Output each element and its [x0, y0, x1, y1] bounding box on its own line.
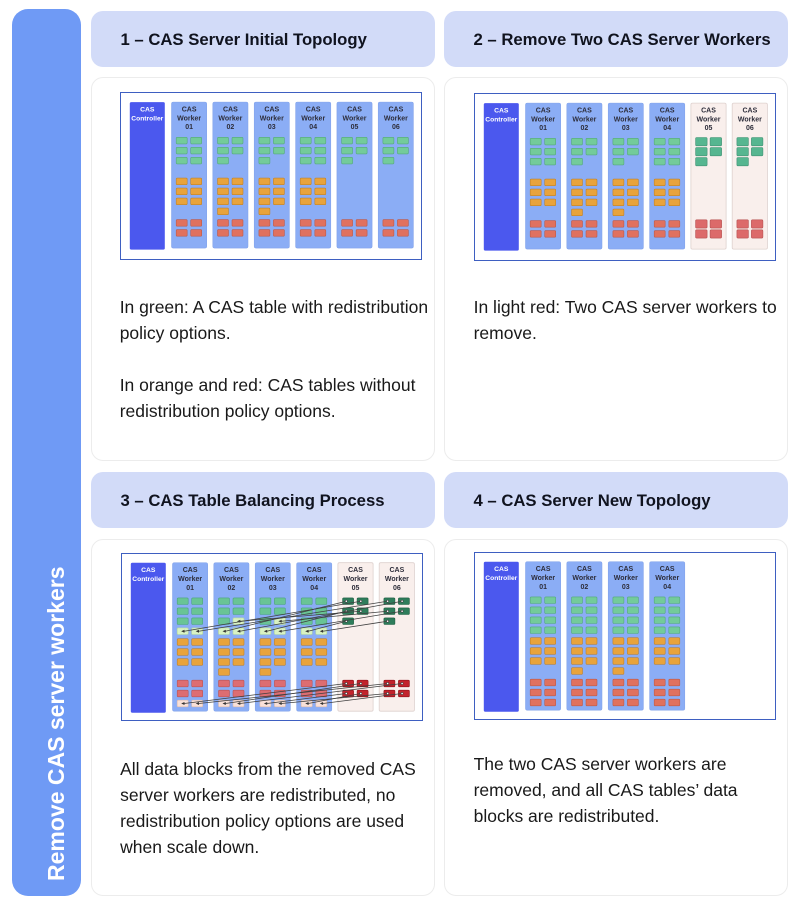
svg-text:Worker: Worker	[572, 116, 596, 123]
svg-text:CAS: CAS	[182, 107, 197, 114]
svg-text:CAS: CAS	[141, 567, 156, 574]
svg-text:01: 01	[539, 584, 547, 591]
svg-text:CAS: CAS	[536, 566, 551, 573]
svg-text:05: 05	[351, 124, 359, 131]
svg-text:01: 01	[186, 585, 194, 592]
svg-text:03: 03	[622, 584, 630, 591]
svg-text:04: 04	[663, 584, 671, 591]
svg-text:Worker: Worker	[260, 115, 284, 122]
svg-text:06: 06	[393, 585, 401, 592]
svg-text:CAS: CAS	[701, 108, 716, 115]
svg-text:CAS: CAS	[618, 108, 633, 115]
svg-text:02: 02	[228, 585, 236, 592]
svg-text:CAS: CAS	[140, 107, 155, 114]
svg-text:03: 03	[268, 124, 276, 131]
svg-text:Worker: Worker	[531, 116, 555, 123]
svg-text:Worker: Worker	[343, 115, 367, 122]
svg-text:CAS: CAS	[348, 567, 363, 574]
svg-text:Worker: Worker	[344, 576, 368, 583]
svg-text:CAS: CAS	[743, 108, 758, 115]
svg-text:Worker: Worker	[261, 576, 285, 583]
svg-text:Worker: Worker	[178, 576, 202, 583]
svg-text:Worker: Worker	[655, 575, 679, 582]
svg-text:Worker: Worker	[655, 116, 679, 123]
svg-text:Controller: Controller	[485, 575, 517, 582]
svg-text:CAS: CAS	[536, 108, 551, 115]
svg-text:Worker: Worker	[219, 576, 243, 583]
svg-text:CAS: CAS	[660, 566, 675, 573]
svg-text:Controller: Controller	[132, 576, 164, 583]
svg-text:CAS: CAS	[577, 108, 592, 115]
svg-text:CAS: CAS	[494, 566, 509, 573]
svg-text:CAS: CAS	[307, 567, 322, 574]
svg-text:05: 05	[705, 125, 713, 132]
svg-text:CAS: CAS	[224, 567, 239, 574]
svg-text:Worker: Worker	[697, 116, 721, 123]
svg-text:Worker: Worker	[218, 115, 242, 122]
svg-text:06: 06	[392, 124, 400, 131]
svg-text:Worker: Worker	[384, 115, 408, 122]
svg-text:03: 03	[269, 585, 277, 592]
svg-text:CAS: CAS	[618, 566, 633, 573]
svg-text:02: 02	[581, 584, 589, 591]
svg-text:04: 04	[663, 125, 671, 132]
svg-text:06: 06	[746, 125, 754, 132]
svg-text:CAS: CAS	[494, 108, 509, 115]
svg-text:02: 02	[581, 125, 589, 132]
svg-text:01: 01	[185, 124, 193, 131]
svg-text:Controller: Controller	[131, 115, 163, 122]
svg-text:04: 04	[310, 585, 318, 592]
svg-text:CAS: CAS	[347, 107, 362, 114]
svg-text:CAS: CAS	[389, 107, 404, 114]
svg-text:CAS: CAS	[264, 107, 279, 114]
svg-text:CAS: CAS	[223, 107, 238, 114]
svg-text:CAS: CAS	[265, 567, 280, 574]
svg-text:Worker: Worker	[531, 575, 555, 582]
svg-text:CAS: CAS	[660, 108, 675, 115]
svg-text:Worker: Worker	[385, 576, 409, 583]
svg-text:05: 05	[352, 585, 360, 592]
svg-text:Controller: Controller	[485, 116, 517, 123]
svg-text:CAS: CAS	[577, 566, 592, 573]
svg-text:CAS: CAS	[306, 107, 321, 114]
svg-text:Worker: Worker	[572, 575, 596, 582]
svg-text:03: 03	[622, 125, 630, 132]
svg-text:CAS: CAS	[183, 567, 198, 574]
svg-text:04: 04	[309, 124, 317, 131]
svg-text:Worker: Worker	[302, 576, 326, 583]
svg-text:Worker: Worker	[177, 115, 201, 122]
svg-text:Worker: Worker	[301, 115, 325, 122]
svg-text:Worker: Worker	[738, 116, 762, 123]
svg-text:Worker: Worker	[614, 575, 638, 582]
svg-text:01: 01	[539, 125, 547, 132]
svg-text:CAS: CAS	[390, 567, 405, 574]
svg-text:02: 02	[227, 124, 235, 131]
svg-text:Worker: Worker	[614, 116, 638, 123]
